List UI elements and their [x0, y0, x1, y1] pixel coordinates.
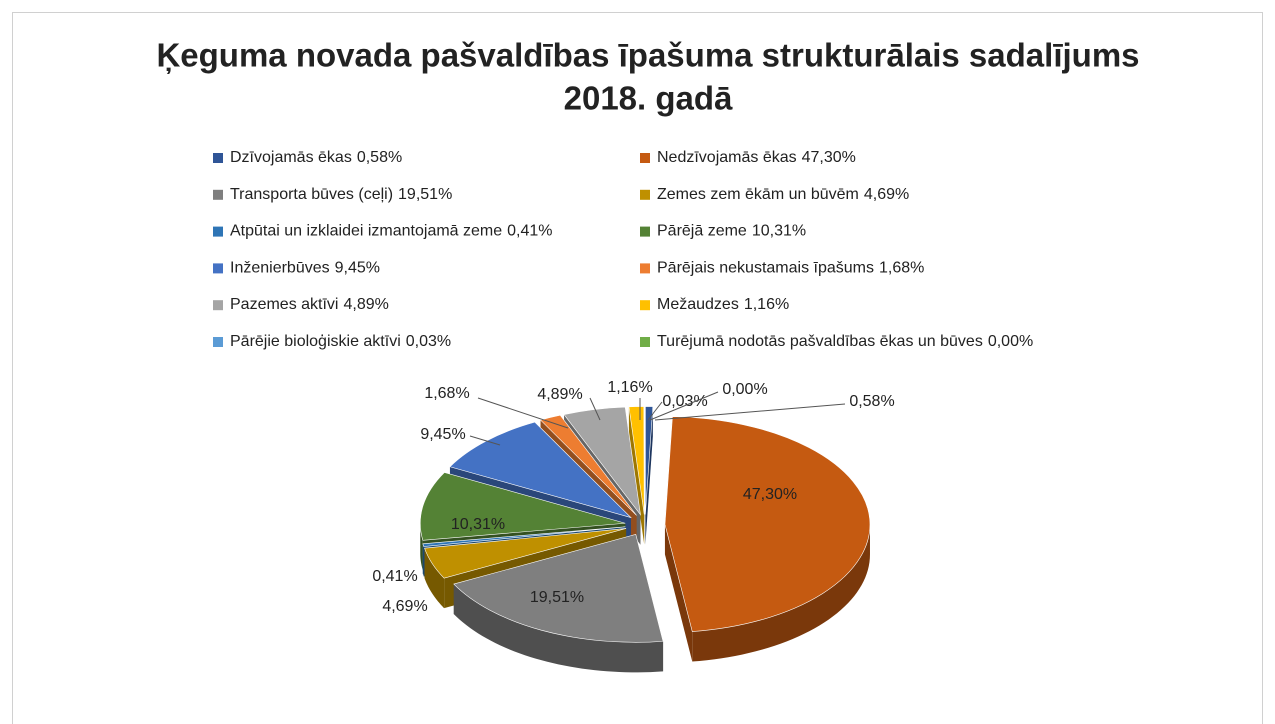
legend-value: 10,31%: [752, 223, 806, 240]
leader-line: [477, 397, 569, 429]
data-label: 0,41%: [372, 568, 417, 585]
legend-label: Transporta būves (ceļi) 19,51%: [230, 186, 452, 203]
legend-swatch: [213, 337, 223, 347]
legend-value: 0,41%: [507, 223, 552, 240]
legend-swatch: [213, 153, 223, 163]
slice-side: [420, 523, 423, 571]
legend-value: 4,89%: [343, 296, 388, 313]
data-label: 0,03%: [662, 393, 707, 410]
legend-name: Pārējie bioloģiskie aktīvi: [230, 332, 401, 350]
slice-side: [628, 406, 645, 545]
leader-line: [469, 435, 501, 446]
leader-line: [649, 391, 719, 421]
legend-name: Turējumā nodotās pašvaldības ēkas un būv…: [657, 333, 983, 350]
legend-value: 4,69%: [864, 186, 909, 203]
pie-slice: [645, 406, 654, 515]
chart-title: Ķeguma novada pašvaldības īpašuma strukt…: [156, 37, 1139, 74]
data-label: 0,00%: [722, 381, 767, 398]
data-label: 0,58%: [849, 393, 894, 410]
legend-swatch: [640, 337, 650, 347]
legend-label: Dzīvojamās ēkas 0,58%: [230, 149, 402, 166]
legend-value: 0,58%: [357, 149, 402, 166]
slice-side: [645, 406, 653, 545]
legend-name: Dzīvojamās ēkas: [230, 149, 352, 166]
pie-slice: [628, 406, 645, 515]
pie-slice: [419, 472, 626, 541]
pie-slice: [422, 526, 626, 547]
legend-value: 1,68%: [879, 260, 924, 277]
slice-side: [422, 543, 424, 577]
slice-side: [424, 548, 445, 609]
legend-swatch: [213, 189, 223, 200]
legend-value: 9,45%: [335, 260, 380, 277]
legend-label: Pārējā zeme 10,31%: [657, 223, 806, 240]
legend-swatch: [640, 300, 650, 311]
pie-slice: [563, 406, 641, 516]
legend-swatch: [640, 226, 650, 237]
legend-name: Nedzīvojamās ēkas: [657, 149, 797, 166]
legend-label: Zemes zem ēkām un būvēm 4,69%: [657, 186, 909, 203]
data-label: 47,30%: [743, 486, 797, 503]
legend-label: Pazemes aktīvi 4,89%: [230, 296, 389, 313]
legend-swatch: [213, 263, 223, 274]
slice-side: [453, 584, 664, 673]
legend-label: Turējumā nodotās pašvaldības ēkas un būv…: [657, 333, 1033, 350]
legend-swatch: [640, 189, 650, 200]
pie-slice: [424, 528, 627, 579]
legend-value: 0,03%: [406, 333, 451, 350]
slice-side: [692, 524, 870, 662]
legend-value: 0,00%: [988, 333, 1033, 350]
legend-label: Atpūtai un izklaidei izmantojamā zeme 0,4…: [230, 223, 553, 240]
legend-label: Inženierbūves 9,45%: [230, 260, 380, 277]
legend-value: 19,51%: [398, 186, 452, 203]
legend-name: Pārējais nekustamais īpašums: [657, 260, 874, 277]
leader-line: [654, 403, 846, 421]
data-label: 1,16%: [607, 379, 652, 396]
legend-label: Pārējie bioloģiskie aktīvi 0,03%: [230, 332, 451, 350]
legend-name: Transporta būves (ceļi): [230, 186, 393, 203]
legend-label: Nedzīvojamās ēkas 47,30%: [657, 149, 856, 166]
data-label: 19,51%: [530, 589, 584, 606]
legend-value: 47,30%: [802, 149, 856, 166]
legend-name: Inženierbūves: [230, 260, 330, 277]
leader-line: [589, 397, 601, 421]
legend-swatch: [213, 226, 223, 237]
legend-swatch: [640, 153, 650, 163]
legend-swatch: [213, 300, 223, 311]
data-label: 9,45%: [420, 426, 465, 443]
legend-value: 1,16%: [744, 296, 789, 313]
legend-name: Mežaudzes: [657, 296, 739, 313]
data-label: 4,69%: [382, 598, 427, 615]
legend-name: Atpūtai un izklaidei izmantojamā zeme: [230, 223, 502, 240]
data-label: 4,89%: [537, 386, 582, 403]
legend-name: Zemes zem ēkām un būvēm: [657, 186, 859, 203]
data-label: 1,68%: [424, 385, 469, 402]
data-label: 10,31%: [451, 516, 505, 533]
slice-side: [664, 524, 693, 662]
legend-swatch: [640, 263, 650, 274]
pie-slice: [664, 416, 871, 632]
legend-name: Pazemes aktīvi: [230, 296, 338, 313]
legend-label: Mežaudzes 1,16%: [657, 296, 789, 313]
chart-title: 2018. gadā: [564, 80, 733, 117]
legend-name: Pārējā zeme: [657, 223, 747, 240]
leader-line: [647, 401, 663, 421]
pie-slice: [453, 533, 664, 643]
pie-slice: [539, 414, 637, 516]
legend-label: Pārējais nekustamais īpašums 1,68%: [657, 260, 924, 277]
